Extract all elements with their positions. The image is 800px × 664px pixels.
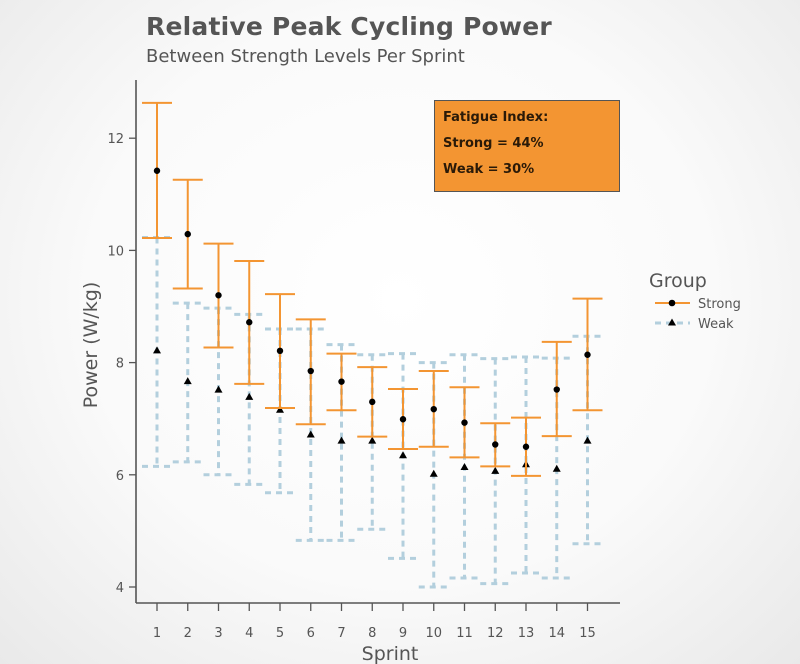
strong-point <box>399 416 407 423</box>
strong-series <box>142 101 603 477</box>
x-tick-label: 1 <box>153 626 161 641</box>
strong-point <box>553 386 560 393</box>
annotation-strong: Strong = 44% <box>443 136 544 151</box>
legend-strong-marker <box>668 299 676 307</box>
weak-point <box>153 346 161 354</box>
legend-weak-label: Weak <box>698 317 734 332</box>
chart-subtitle: Between Strength Levels Per Sprint <box>146 46 465 67</box>
weak-point <box>460 463 469 471</box>
weak-point <box>399 451 407 459</box>
weak-point <box>337 436 346 444</box>
weak-point <box>245 392 254 400</box>
annotation-heading: Fatigue Index: <box>443 110 549 125</box>
fatigue-annotation: Fatigue Index: Strong = 44% Weak = 30% <box>434 100 620 192</box>
annotation-weak: Weak = 30% <box>443 162 535 177</box>
weak-point <box>583 436 592 444</box>
strong-point <box>153 167 161 174</box>
strong-point <box>461 419 468 426</box>
x-tick-label: 14 <box>548 626 565 641</box>
legend-title: Group <box>649 270 707 292</box>
weak-point <box>429 469 438 477</box>
strong-point <box>246 319 253 326</box>
x-tick-label: 11 <box>456 626 473 641</box>
x-tick-label: 4 <box>245 626 253 641</box>
x-tick-label: 2 <box>184 626 192 641</box>
y-tick-label: 6 <box>116 469 124 484</box>
y-tick-label: 12 <box>107 132 124 147</box>
x-tick-label: 13 <box>518 626 535 641</box>
strong-point <box>307 367 314 375</box>
strong-point <box>369 398 376 406</box>
y-axis-label: Power (W/kg) <box>80 282 102 409</box>
x-tick-label: 12 <box>487 626 504 641</box>
x-tick-label: 5 <box>276 626 284 641</box>
strong-point <box>430 405 437 413</box>
weak-point <box>552 464 561 472</box>
legend: Group Strong Weak <box>649 270 741 332</box>
weak-point <box>368 436 377 444</box>
weak-point <box>306 430 315 438</box>
x-tick-label: 8 <box>368 626 376 641</box>
x-tick-label: 6 <box>307 626 315 641</box>
weak-point <box>491 466 500 474</box>
strong-point <box>276 347 284 355</box>
x-tick-label: 9 <box>399 626 407 641</box>
chart-title: Relative Peak Cycling Power <box>146 12 552 41</box>
x-tick-label: 7 <box>337 626 345 641</box>
strong-point <box>184 230 191 238</box>
weak-point <box>183 377 192 385</box>
weak-point <box>214 385 223 393</box>
strong-point <box>522 443 530 450</box>
strong-point <box>215 292 222 299</box>
legend-weak-marker <box>668 318 676 326</box>
y-tick-label: 10 <box>107 244 124 259</box>
x-tick-label: 15 <box>579 626 596 641</box>
legend-strong-label: Strong <box>698 297 741 312</box>
strong-point <box>338 378 345 385</box>
strong-point <box>584 351 591 358</box>
y-tick-label: 4 <box>116 581 124 596</box>
weak-point <box>276 405 284 413</box>
y-tick-label: 8 <box>116 357 124 372</box>
x-tick-label: 10 <box>425 626 442 641</box>
x-tick-label: 3 <box>214 626 222 641</box>
x-axis-label: Sprint <box>362 643 419 664</box>
strong-point <box>492 441 499 448</box>
